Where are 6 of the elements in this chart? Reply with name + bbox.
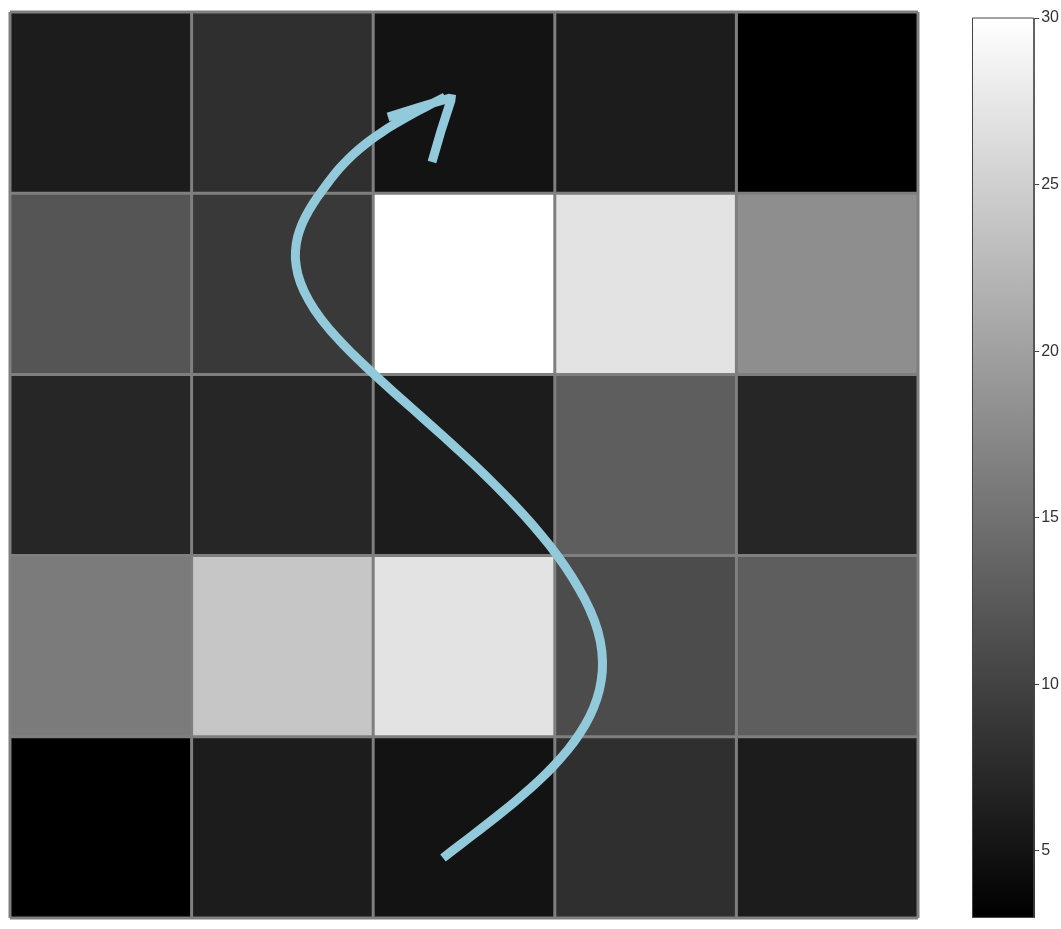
color-bar-label: 20	[1041, 341, 1060, 359]
color-bar-label: 5	[1041, 841, 1051, 859]
color-bar-label: 30	[1041, 8, 1060, 26]
color-bar-label: 15	[1041, 508, 1060, 526]
color-bar-label: 25	[1041, 174, 1060, 192]
color-bar-label: 10	[1041, 674, 1060, 692]
